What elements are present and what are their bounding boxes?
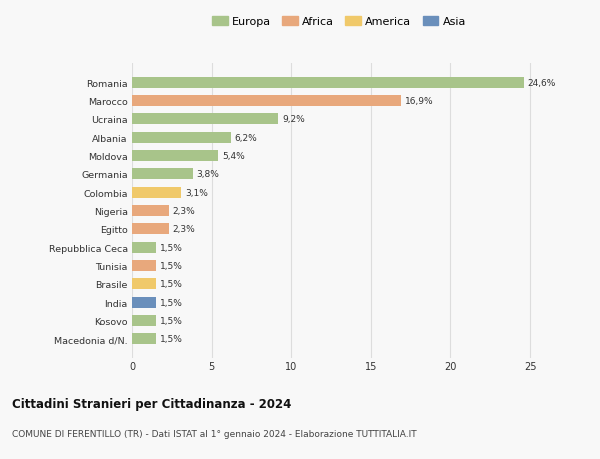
- Bar: [132, 133, 231, 144]
- Text: 1,5%: 1,5%: [160, 316, 183, 325]
- Text: 3,8%: 3,8%: [196, 170, 220, 179]
- Bar: [132, 206, 169, 217]
- Bar: [132, 242, 156, 253]
- Text: Cittadini Stranieri per Cittadinanza - 2024: Cittadini Stranieri per Cittadinanza - 2…: [12, 397, 292, 410]
- Text: 1,5%: 1,5%: [160, 298, 183, 307]
- Bar: [132, 187, 181, 198]
- Text: 16,9%: 16,9%: [405, 97, 434, 106]
- Bar: [132, 114, 278, 125]
- Bar: [132, 224, 169, 235]
- Text: 1,5%: 1,5%: [160, 335, 183, 344]
- Bar: [132, 315, 156, 326]
- Text: 2,3%: 2,3%: [173, 225, 196, 234]
- Text: 1,5%: 1,5%: [160, 243, 183, 252]
- Text: 9,2%: 9,2%: [283, 115, 305, 124]
- Bar: [132, 96, 401, 107]
- Text: 1,5%: 1,5%: [160, 280, 183, 289]
- Text: 1,5%: 1,5%: [160, 262, 183, 270]
- Bar: [132, 78, 524, 89]
- Bar: [132, 151, 218, 162]
- Text: 24,6%: 24,6%: [527, 78, 556, 88]
- Bar: [132, 297, 156, 308]
- Legend: Europa, Africa, America, Asia: Europa, Africa, America, Asia: [212, 17, 466, 28]
- Text: 3,1%: 3,1%: [185, 188, 208, 197]
- Text: 6,2%: 6,2%: [235, 134, 257, 142]
- Bar: [132, 261, 156, 272]
- Text: COMUNE DI FERENTILLO (TR) - Dati ISTAT al 1° gennaio 2024 - Elaborazione TUTTITA: COMUNE DI FERENTILLO (TR) - Dati ISTAT a…: [12, 429, 416, 438]
- Bar: [132, 169, 193, 180]
- Bar: [132, 334, 156, 345]
- Bar: [132, 279, 156, 290]
- Text: 2,3%: 2,3%: [173, 207, 196, 216]
- Text: 5,4%: 5,4%: [222, 152, 245, 161]
